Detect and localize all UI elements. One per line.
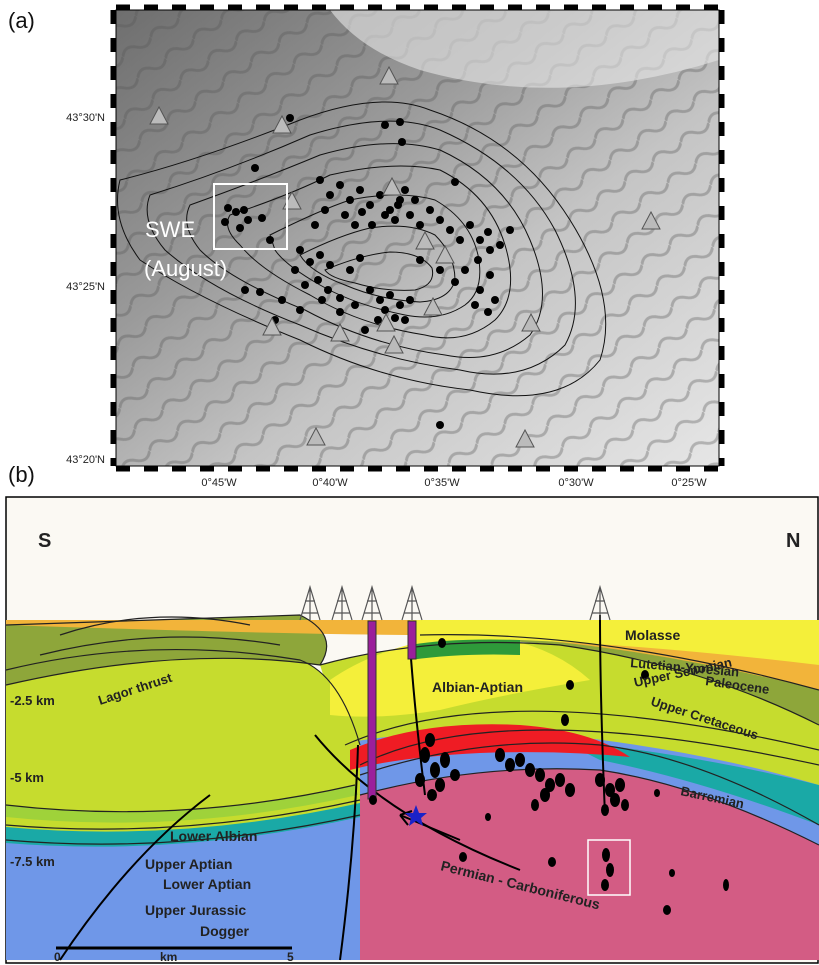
lat-tick-2: 43°25'N: [66, 281, 105, 293]
layer-barremian: [560, 740, 819, 825]
swe-label: SWE: [145, 217, 195, 242]
panel-a-map: SWE (August) 43°30'N 43°25'N 43°20'N 0°4…: [66, 4, 725, 489]
layer-albian-aptian: [330, 635, 590, 717]
lon-tick-1: 0°45'W: [201, 477, 237, 489]
layer-teal-left: [6, 800, 360, 847]
lon-tick-2: 0°40'W: [312, 477, 348, 489]
layer-blue-lower-right: [360, 743, 819, 845]
lat-tick-3: 43°20'N: [66, 454, 105, 466]
map-frame: [115, 9, 720, 467]
map-plateau: [330, 10, 719, 88]
swe-box: [213, 183, 288, 250]
depth-5: -5 km: [10, 770, 44, 785]
well-2: [407, 620, 417, 660]
layer-jurassic-left: [6, 815, 360, 960]
panel-a-label: (a): [8, 8, 35, 33]
label-lower-aptian: Lower Aptian: [163, 876, 251, 892]
map-frame-ticks: [110, 4, 725, 472]
depth-7-5: -7.5 km: [10, 854, 55, 869]
swe-label-month: (August): [144, 256, 227, 281]
label-dogger: Dogger: [200, 923, 250, 939]
scale-five: 5: [287, 950, 294, 964]
layer-upper-senonian: [420, 634, 819, 725]
depth-2-5: -2.5 km: [10, 693, 55, 708]
earthquake-events: [221, 114, 514, 429]
label-albian-aptian: Albian-Aptian: [432, 679, 523, 695]
north-label: N: [786, 530, 800, 552]
label-lower-albian: Lower Albian: [170, 828, 257, 844]
lon-tick-5: 0°25'W: [671, 477, 707, 489]
scale-unit: km: [160, 950, 177, 964]
label-molasse: Molasse: [625, 627, 680, 643]
layer-upper-aptian: [6, 785, 358, 823]
map-relief-texture: [116, 10, 719, 466]
south-label: S: [38, 530, 51, 552]
cluster-box: [587, 839, 631, 896]
layer-lower-albian: [6, 649, 360, 832]
layer-molasse: [410, 620, 819, 665]
lon-tick-3: 0°35'W: [424, 477, 460, 489]
label-upper-aptian: Upper Aptian: [145, 856, 232, 872]
panel-b-label: (b): [8, 462, 35, 487]
label-upper-jurassic: Upper Jurassic: [145, 902, 246, 918]
lon-tick-4: 0°30'W: [558, 477, 594, 489]
section-events: [369, 638, 729, 915]
hypocenter-star: [405, 805, 427, 826]
layer-boundaries: [5, 614, 819, 846]
scale-zero: 0: [54, 950, 61, 964]
drilling-rigs: [299, 584, 611, 621]
lat-tick-1: 43°30'N: [66, 112, 105, 124]
panel-b-section: S N -2.5 km -5 km -7.5 km Molasse Luteti…: [5, 496, 819, 964]
layer-red: [350, 724, 630, 770]
seismic-stations: [149, 65, 661, 448]
well-1: [367, 620, 377, 800]
